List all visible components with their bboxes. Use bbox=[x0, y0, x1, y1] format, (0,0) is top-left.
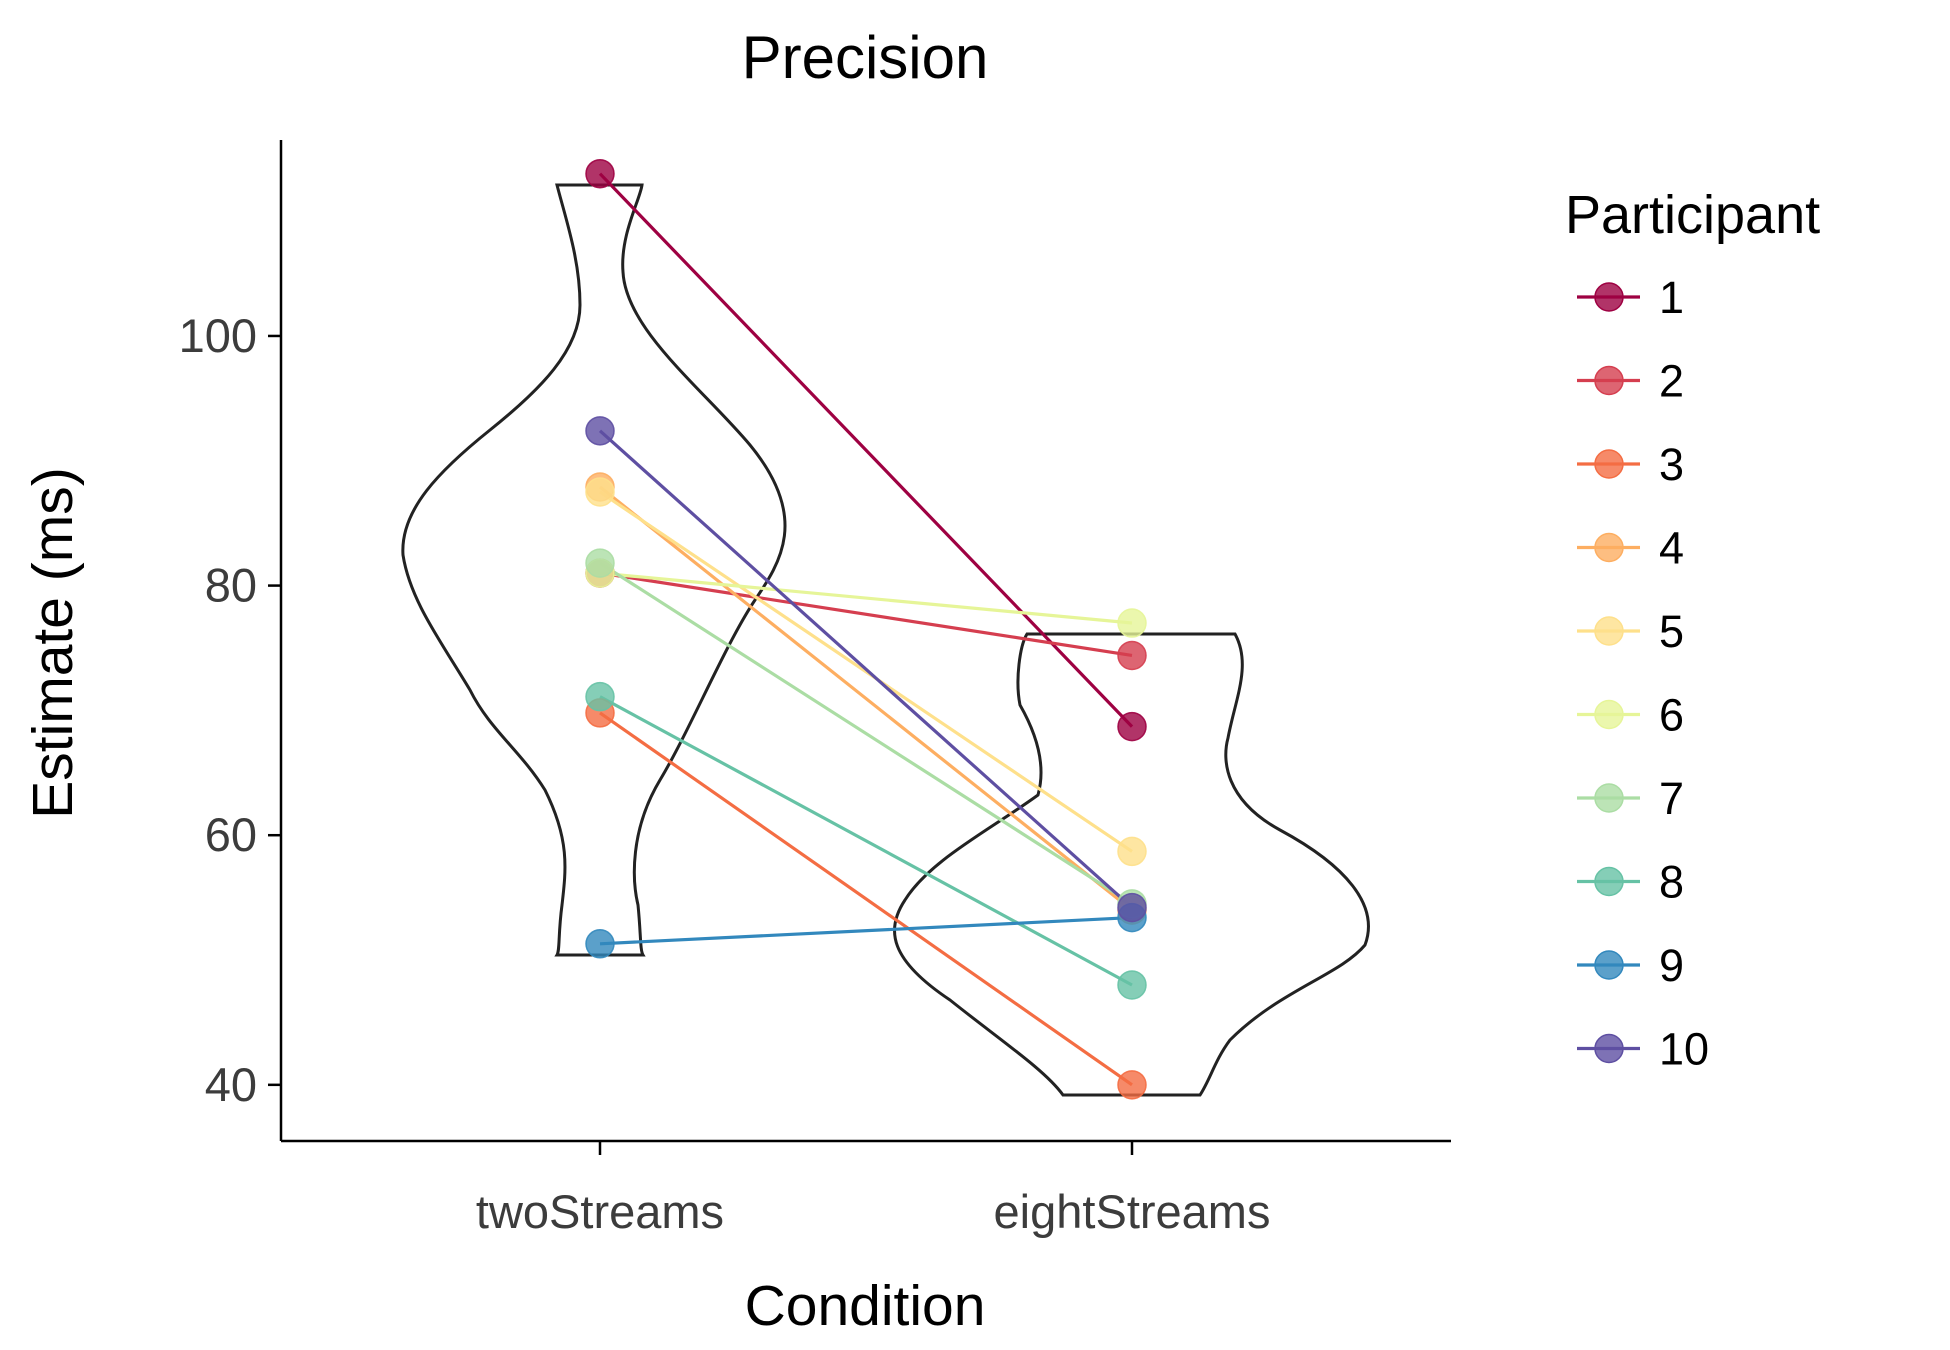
series-line-2 bbox=[599, 571, 1133, 658]
violin-twoStreams bbox=[401, 183, 787, 957]
point-p8-eightStreams bbox=[1117, 970, 1147, 1000]
legend-label-6: 6 bbox=[1659, 690, 1684, 741]
series-line-8 bbox=[599, 695, 1133, 987]
legend-label-1: 1 bbox=[1659, 272, 1684, 323]
y-tick-label-100: 100 bbox=[179, 309, 257, 362]
legend-marker-1 bbox=[1594, 282, 1624, 312]
legend-label-2: 2 bbox=[1659, 356, 1684, 407]
x-axis-title: Condition bbox=[745, 1274, 986, 1338]
legend-label-4: 4 bbox=[1659, 523, 1684, 574]
y-ticks: 40 60 80 100 bbox=[179, 309, 281, 1111]
series-points bbox=[585, 158, 1147, 1100]
chart-title: Precision bbox=[742, 24, 989, 91]
violin-eightStreams bbox=[892, 632, 1370, 1097]
point-p5-eightStreams bbox=[1117, 836, 1147, 867]
y-tick-label-40: 40 bbox=[205, 1058, 257, 1111]
legend-label-7: 7 bbox=[1659, 773, 1684, 824]
point-p7-twoStreams bbox=[585, 548, 615, 578]
y-axis-title: Estimate (ms) bbox=[21, 467, 85, 819]
legend-marker-5 bbox=[1594, 616, 1624, 646]
legend-label-5: 5 bbox=[1659, 606, 1684, 657]
point-p8-twoStreams bbox=[585, 681, 615, 712]
legend-marker-8 bbox=[1594, 866, 1624, 897]
legend-label-9: 9 bbox=[1659, 940, 1684, 991]
series-line-3 bbox=[599, 711, 1133, 1087]
legend-marker-4 bbox=[1594, 532, 1624, 563]
legend-label-3: 3 bbox=[1659, 439, 1684, 490]
y-tick-label-80: 80 bbox=[205, 559, 257, 612]
series-line-10 bbox=[598, 429, 1134, 909]
legend-marker-10 bbox=[1594, 1033, 1624, 1064]
point-p5-twoStreams bbox=[585, 477, 615, 507]
x-tick-label-eightStreams: eightStreams bbox=[994, 1185, 1271, 1238]
legend-marker-2 bbox=[1594, 365, 1624, 396]
x-tick-label-twoStreams: twoStreams bbox=[476, 1185, 724, 1238]
series-line-7 bbox=[599, 561, 1133, 906]
legend-label-8: 8 bbox=[1659, 857, 1684, 908]
legend-marker-7 bbox=[1594, 783, 1624, 813]
series-line-1 bbox=[598, 172, 1134, 728]
series-lines bbox=[598, 172, 1134, 1087]
series-line-4 bbox=[599, 485, 1133, 912]
point-p1-twoStreams bbox=[585, 158, 615, 189]
point-p10-eightStreams bbox=[1117, 892, 1147, 923]
legend-marker-3 bbox=[1594, 449, 1624, 479]
series-line-5 bbox=[599, 490, 1133, 853]
point-p2-eightStreams bbox=[1117, 640, 1147, 671]
point-p6-eightStreams bbox=[1117, 608, 1147, 638]
legend-marker-6 bbox=[1594, 699, 1624, 730]
series-line-9 bbox=[599, 915, 1133, 946]
point-p10-twoStreams bbox=[585, 416, 615, 446]
legend-marker-9 bbox=[1594, 950, 1624, 980]
legend: 1 2 3 4 5 6 7 8 9 10 bbox=[1577, 272, 1709, 1075]
point-p3-eightStreams bbox=[1117, 1070, 1147, 1100]
legend-title: Participant bbox=[1565, 185, 1820, 245]
violins bbox=[401, 183, 1370, 1097]
point-p1-eightStreams bbox=[1117, 711, 1147, 742]
y-tick-label-60: 60 bbox=[205, 808, 257, 861]
series-line-6 bbox=[599, 571, 1133, 625]
x-ticks: twoStreams eightStreams bbox=[476, 1141, 1271, 1238]
point-p9-twoStreams bbox=[585, 929, 615, 959]
legend-label-10: 10 bbox=[1659, 1024, 1709, 1075]
